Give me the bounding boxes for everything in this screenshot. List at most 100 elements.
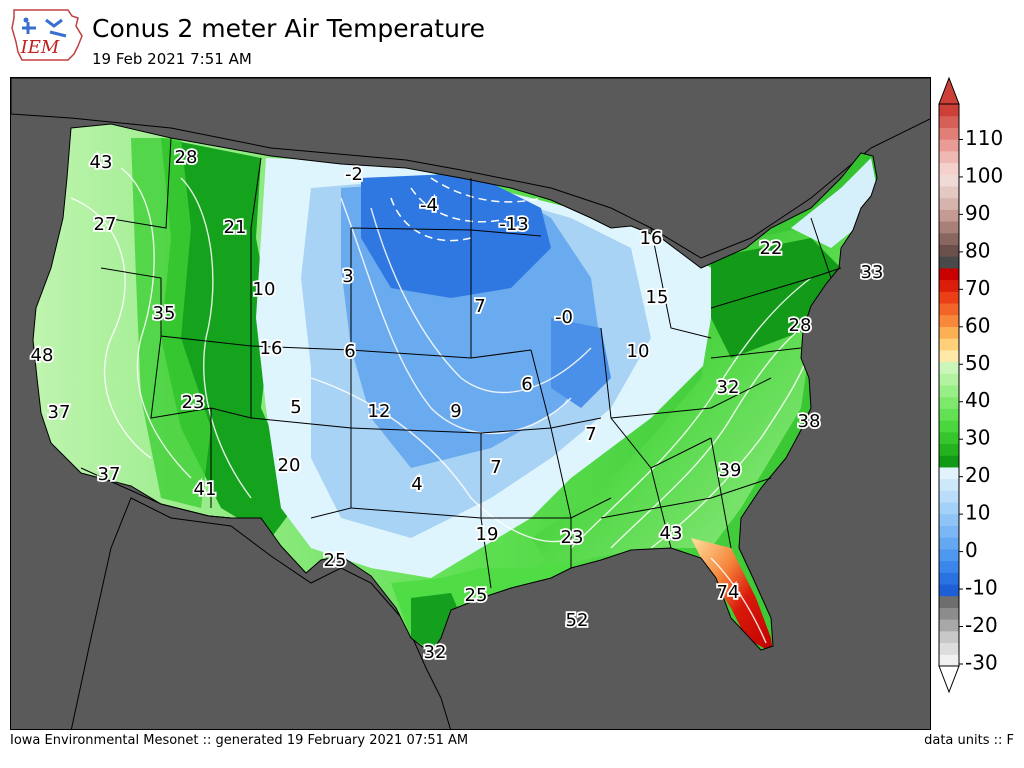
temp-label: 37 [98, 464, 121, 485]
temp-label: 5 [290, 397, 301, 418]
temp-label: 38 [798, 411, 821, 432]
colorbar-band [939, 150, 959, 164]
colorbar-band [939, 443, 959, 456]
temp-label: 15 [646, 287, 669, 308]
colorbar-label: 50 [965, 351, 990, 375]
temp-label: 48 [31, 345, 54, 366]
temp-label: -0 [555, 307, 573, 328]
colorbar-band [939, 396, 959, 409]
colorbar-band [939, 174, 959, 187]
temp-label: 28 [175, 147, 198, 168]
temp-label: 43 [660, 523, 683, 544]
colorbar-band [939, 338, 959, 351]
colorbar-band [939, 478, 959, 491]
colorbar-band [939, 209, 959, 222]
colorbar-band [939, 466, 959, 480]
temp-label: 32 [424, 642, 447, 663]
colorbar-label: 10 [965, 501, 990, 525]
colorbar-band [939, 560, 959, 573]
colorbar-top-arrow [938, 76, 960, 105]
colorbar-band [939, 127, 959, 140]
temp-label: 23 [561, 527, 584, 548]
colorbar-band [939, 221, 959, 234]
footer-units: data units :: F [924, 733, 1014, 748]
temp-label: 16 [640, 228, 663, 249]
colorbar-band [939, 619, 959, 632]
colorbar-band [939, 537, 959, 550]
colorbar-label: -10 [965, 576, 998, 600]
map-title: Conus 2 meter Air Temperature [92, 14, 486, 43]
colorbar-band [939, 607, 959, 620]
colorbar-band [939, 455, 959, 468]
temp-label: 6 [344, 341, 355, 362]
temp-label: 7 [585, 424, 596, 445]
canada-region [11, 78, 930, 259]
colorbar-label: 60 [965, 313, 990, 337]
colorbar-band [939, 584, 959, 597]
temp-label: 3 [342, 266, 353, 287]
colorbar-band [939, 408, 959, 421]
temp-label: 23 [182, 392, 205, 413]
colorbar-label: 30 [965, 426, 990, 450]
temp-label: -2 [345, 164, 363, 185]
colorbar-label: 80 [965, 238, 990, 262]
temp-label: 7 [474, 296, 485, 317]
colorbar-band [939, 314, 959, 327]
colorbar-band [939, 279, 959, 292]
temp-label: 22 [760, 238, 783, 259]
colorbar-band [939, 642, 959, 655]
temp-label: 20 [278, 455, 301, 476]
colorbar-label: 70 [965, 276, 990, 300]
temp-label: 74 [717, 582, 740, 603]
temp-label: 28 [789, 315, 812, 336]
temp-label: 9 [450, 401, 461, 422]
temp-label: 6 [521, 374, 532, 395]
temp-label: 4 [411, 474, 422, 495]
colorbar-band [939, 525, 959, 538]
colorbar-band [939, 595, 959, 608]
footer-credit: Iowa Environmental Mesonet :: generated … [10, 733, 469, 748]
temp-label: 37 [48, 402, 71, 423]
temp-label: 27 [94, 214, 117, 235]
colorbar-band [939, 139, 959, 152]
temp-label: 21 [224, 217, 247, 238]
temperature-map[interactable]: 43 28 -2 -4 -13 16 22 33 27 21 3 10 7 -0… [10, 77, 931, 730]
colorbar-label: 40 [965, 388, 990, 412]
colorbar-band [939, 654, 959, 667]
temp-label: 12 [368, 401, 391, 422]
colorbar-band [939, 420, 959, 433]
temp-label: 25 [465, 585, 488, 606]
colorbar-band [939, 256, 959, 269]
colorbar-band [939, 267, 959, 281]
colorbar-band [939, 232, 959, 245]
colorbar-label: 0 [965, 538, 978, 562]
colorbar-band [939, 291, 959, 304]
colorbar-band [939, 326, 959, 339]
colorbar-band [939, 244, 959, 257]
colorbar-band [939, 572, 959, 585]
colorbar-band [939, 502, 959, 515]
colorbar-band [939, 303, 959, 316]
colorbar-band [939, 197, 959, 210]
temp-label: 32 [717, 377, 740, 398]
colorbar-band [939, 349, 959, 363]
colorbar-band [939, 115, 959, 128]
colorbar-band [939, 385, 959, 398]
temp-label: 33 [861, 262, 884, 283]
colorbar-bottom-arrow [938, 665, 960, 694]
colorbar-band [939, 361, 959, 374]
colorbar-band [939, 104, 959, 117]
temp-label: -13 [499, 214, 528, 235]
colorbar-band [939, 431, 959, 445]
temp-label: 39 [719, 460, 742, 481]
colorbar-band [939, 373, 959, 386]
temp-label: 43 [90, 152, 113, 173]
station-labels: 43 28 -2 -4 -13 16 22 33 27 21 3 10 7 -0… [29, 145, 885, 665]
temp-label: 10 [627, 341, 650, 362]
temp-label: 35 [153, 303, 176, 324]
temp-label: 7 [490, 457, 501, 478]
colorbar-band [939, 548, 959, 562]
temp-label: -4 [420, 195, 438, 216]
temp-label: 25 [324, 550, 347, 571]
logo-text: IEM [20, 37, 60, 58]
